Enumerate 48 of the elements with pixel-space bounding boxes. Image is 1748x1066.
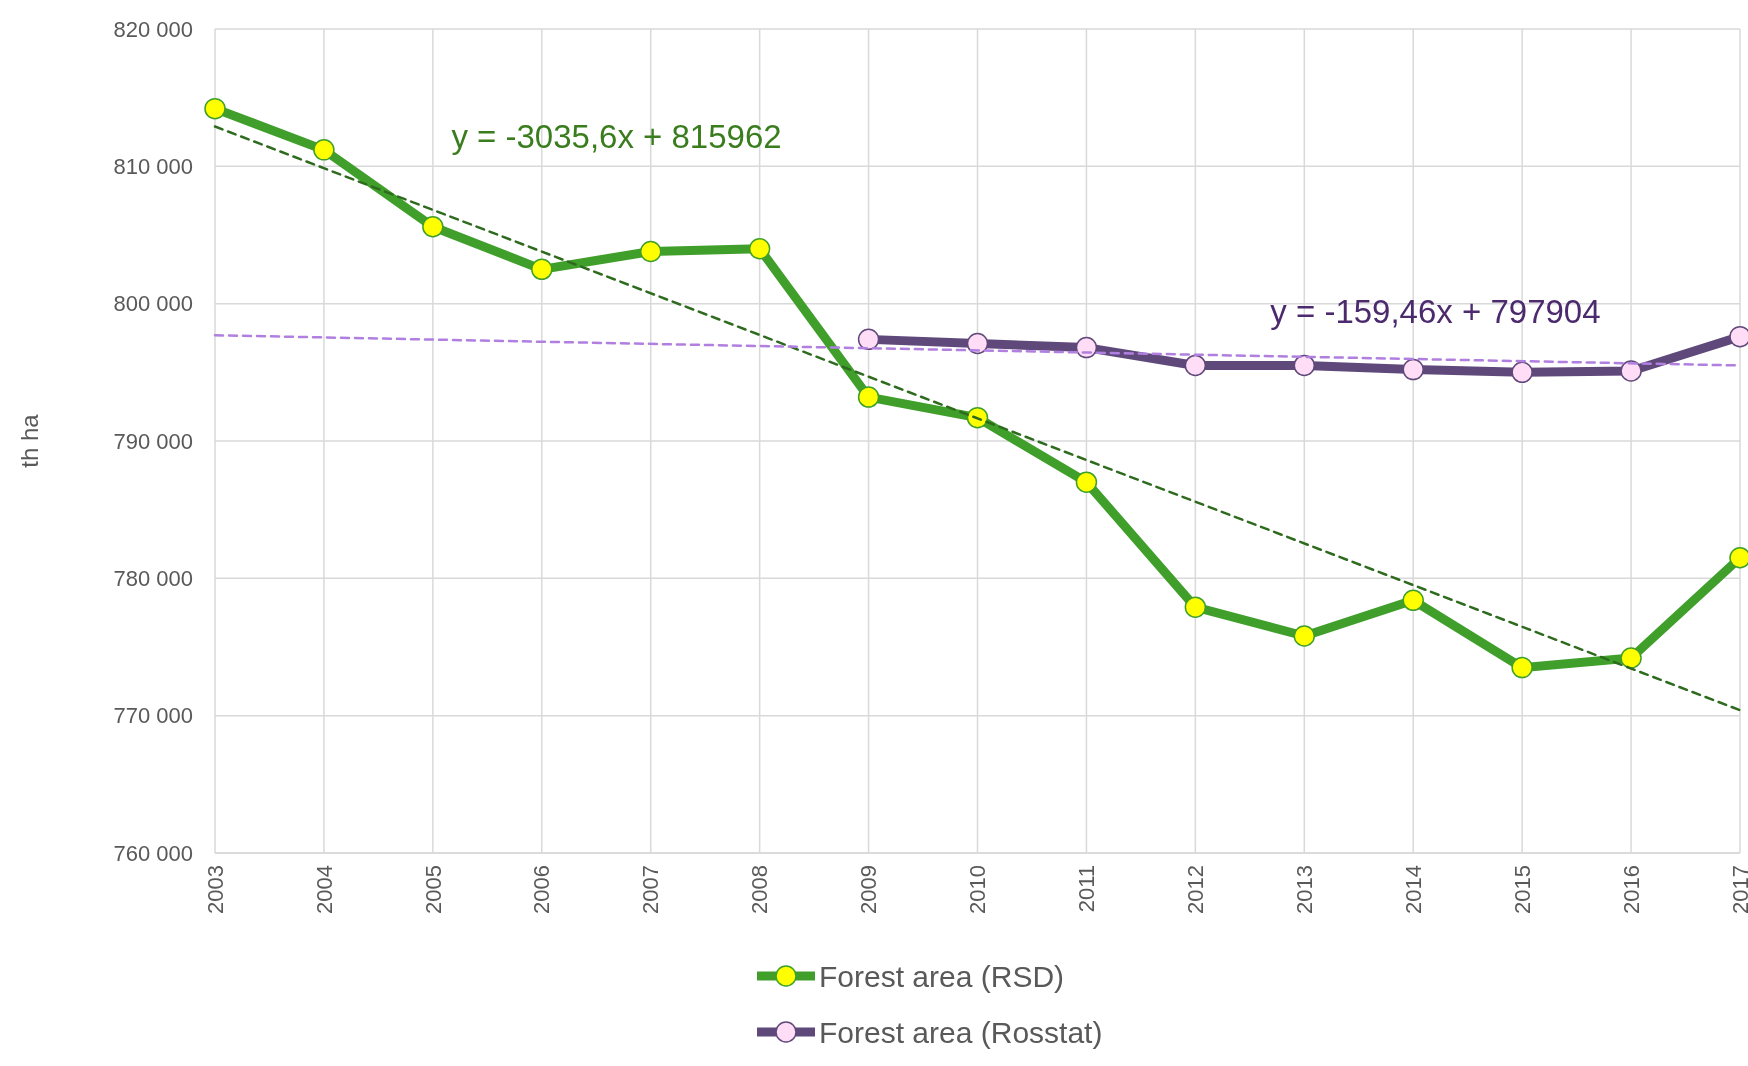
y-tick-label: 790 000 [113, 428, 193, 454]
point [531, 258, 553, 281]
point [1075, 471, 1098, 493]
point [857, 386, 880, 408]
point [204, 97, 226, 120]
legend-label: Forest area (RSD) [819, 959, 1065, 993]
point [966, 332, 989, 355]
point [1402, 358, 1424, 381]
point [857, 328, 880, 351]
point [1184, 354, 1207, 377]
point [1075, 336, 1098, 359]
point [1184, 596, 1207, 618]
x-tick-label: 2004 [311, 865, 337, 914]
annotation: y = -3035,6x + 815962 [451, 117, 782, 155]
y-tick-label: 810 000 [113, 154, 193, 180]
x-tick-label: 2011 [1074, 865, 1100, 913]
x-tick-label: 2007 [638, 865, 664, 914]
point [639, 240, 662, 263]
x-tick-label: 2009 [856, 865, 882, 914]
x-tick-label: 2017 [1727, 865, 1748, 914]
y-tick-label: 800 000 [113, 291, 193, 317]
y-tick-label: 760 000 [113, 840, 193, 866]
x-tick-label: 2005 [420, 865, 446, 914]
x-tick-label: 2010 [965, 865, 991, 914]
y-tick-label: 820 000 [113, 16, 193, 42]
x-tick-label: 2003 [202, 865, 228, 914]
y-axis-title: th ha [16, 413, 43, 468]
point [1293, 625, 1316, 647]
point [1511, 656, 1533, 679]
point [1402, 589, 1424, 612]
point [1293, 354, 1316, 377]
y-tick-label: 770 000 [113, 703, 193, 729]
x-tick-label: 2006 [529, 865, 555, 914]
point [313, 139, 335, 161]
x-tick-label: 2016 [1618, 865, 1644, 914]
point [1620, 647, 1642, 669]
x-tick-label: 2014 [1400, 865, 1426, 914]
y-tick-label: 780 000 [113, 566, 193, 592]
x-tick-label: 2013 [1291, 865, 1317, 914]
point [1620, 360, 1642, 382]
annotation: y = -159,46x + 797904 [1270, 293, 1601, 331]
point [1511, 361, 1533, 384]
point [422, 216, 444, 238]
point [748, 237, 771, 260]
legend-label: Forest area (Rosstat) [819, 1015, 1103, 1049]
x-tick-label: 2008 [747, 865, 773, 914]
x-tick-label: 2015 [1509, 865, 1535, 914]
x-tick-label: 2012 [1183, 865, 1209, 914]
